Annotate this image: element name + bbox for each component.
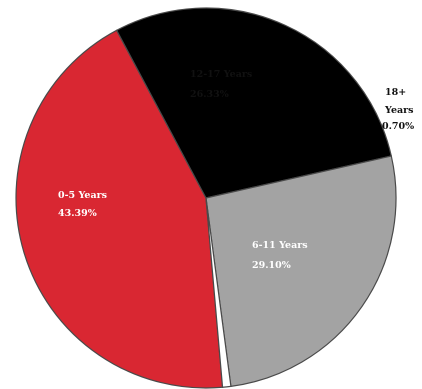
slice-category-label: 12-17 Years — [190, 69, 252, 80]
slice-value-label: 26.33% — [190, 89, 229, 100]
slice-category-label: 6-11 Years — [252, 240, 308, 251]
slice-label-12-17-years: 12-17 Years 26.33% — [190, 69, 252, 100]
slice-category-label: Years — [384, 105, 414, 116]
slice-value-label: 43.39% — [58, 208, 97, 219]
slice-value-label: 29.10% — [252, 260, 291, 271]
slice-value-label: 0.70% — [382, 121, 414, 132]
slice-label-0-5-years: 0-5 Years 43.39% — [58, 190, 107, 219]
pie-slice-6-11-years — [115, 7, 393, 199]
slice-category-label: 18+ — [385, 87, 406, 98]
pie-slice-18-years — [205, 197, 232, 388]
pie-slice-12-17-years — [205, 155, 397, 388]
slice-category-label: 0-5 Years — [58, 190, 107, 201]
slice-label-18-years: 18+ Years 0.70% — [382, 87, 414, 132]
slice-label-6-11-years: 6-11 Years 29.10% — [252, 240, 308, 271]
pie-slice-0-5-years — [15, 29, 224, 389]
